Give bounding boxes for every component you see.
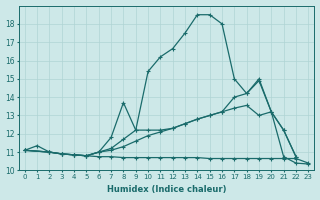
X-axis label: Humidex (Indice chaleur): Humidex (Indice chaleur) — [107, 185, 226, 194]
